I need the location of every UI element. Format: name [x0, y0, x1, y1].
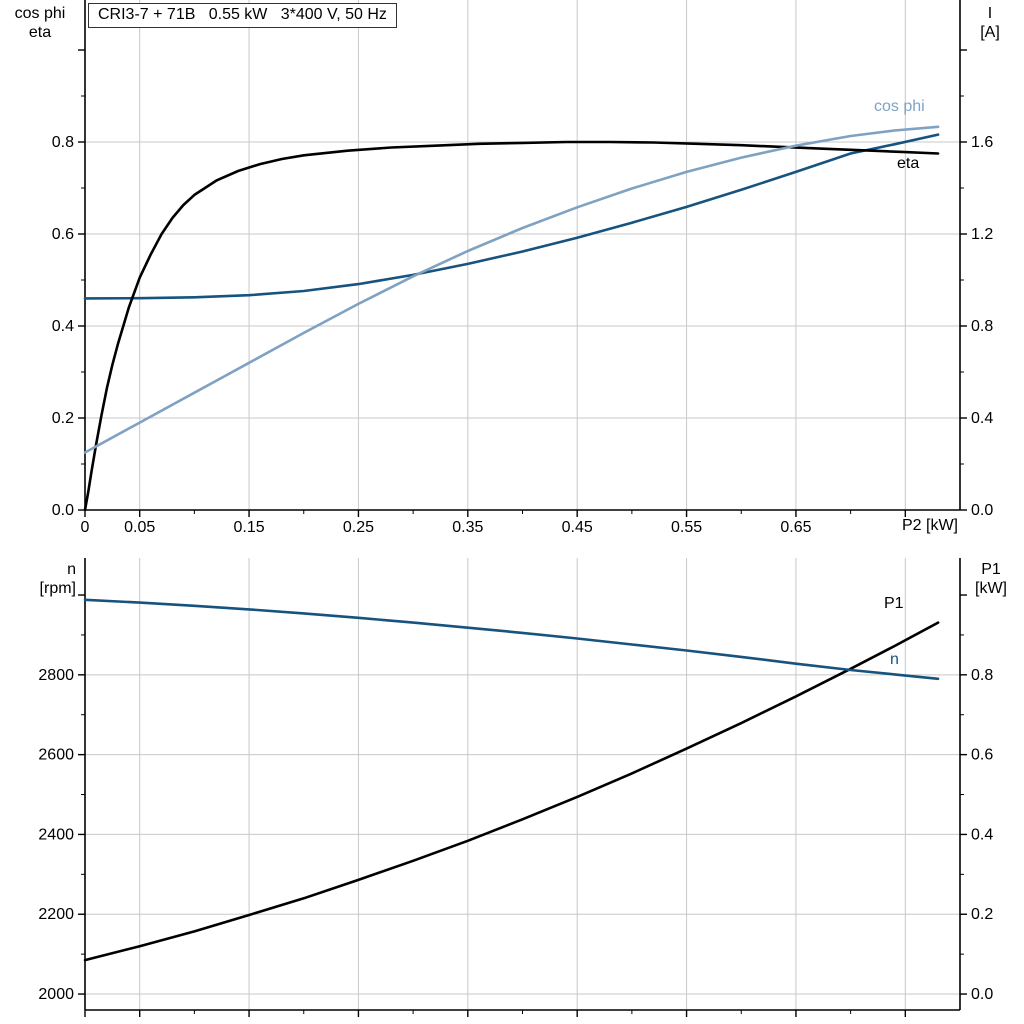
svg-text:0.6: 0.6 — [52, 226, 74, 243]
p1-axis-unit: [kW] — [975, 580, 1007, 597]
cos-phi-axis-label: cos phi — [14, 5, 66, 22]
p1-curve-label: P1 — [884, 595, 904, 612]
curve-current — [83, 133, 940, 300]
speed-axis-labels: n [rpm] — [16, 560, 76, 598]
curve-cos-phi — [83, 125, 940, 454]
svg-text:0.8: 0.8 — [52, 134, 74, 151]
p1-axis-label: P1 — [981, 561, 1001, 578]
svg-text:0.15: 0.15 — [233, 519, 264, 536]
speed-axis-label: n — [67, 561, 76, 578]
svg-text:0.45: 0.45 — [562, 519, 593, 536]
n-curve-label: n — [890, 651, 899, 668]
svg-text:1.6: 1.6 — [971, 134, 993, 151]
x-axis-unit-label: P2 [kW] — [901, 517, 958, 534]
svg-text:0.0: 0.0 — [971, 502, 993, 519]
svg-text:1.2: 1.2 — [971, 226, 993, 243]
svg-text:0.0: 0.0 — [52, 502, 74, 519]
svg-text:0.0: 0.0 — [971, 986, 993, 1003]
top-left-axis-labels: cos phi eta — [0, 4, 80, 42]
curve-p1 — [83, 621, 940, 962]
svg-text:0.2: 0.2 — [971, 906, 993, 923]
eta-curve-label: eta — [897, 155, 920, 172]
cos-phi-curve-label: cos phi — [874, 98, 925, 115]
current-axis-labels: I [A] — [966, 4, 1014, 42]
svg-text:0.25: 0.25 — [343, 519, 374, 536]
chart-title: CRI3-7 + 71B 0.55 kW 3*400 V, 50 Hz — [88, 3, 397, 28]
bottom-chart: 2000 2200 2400 2600 2800 0.0 0.2 0.4 0.6 0.8 — [38, 558, 993, 1017]
svg-text:0.8: 0.8 — [971, 318, 993, 335]
svg-text:0.4: 0.4 — [971, 826, 993, 843]
curve-n — [83, 598, 940, 681]
svg-text:0.65: 0.65 — [780, 519, 811, 536]
svg-text:0.6: 0.6 — [971, 747, 993, 764]
eta-axis-label: eta — [28, 24, 52, 41]
svg-text:2200: 2200 — [38, 906, 74, 923]
svg-text:0.8: 0.8 — [971, 667, 993, 684]
svg-text:0.05: 0.05 — [124, 519, 155, 536]
current-axis-unit: [A] — [980, 24, 1000, 41]
svg-text:0.4: 0.4 — [52, 318, 74, 335]
svg-text:0.4: 0.4 — [971, 410, 993, 427]
top-chart: 0 0.05 0.15 0.25 0.35 0.45 0.55 0.65 0.0 0.2 0.4 0.… — [52, 0, 993, 536]
svg-text:2000: 2000 — [38, 986, 74, 1003]
svg-text:0.35: 0.35 — [452, 519, 483, 536]
curve-eta — [83, 140, 940, 512]
svg-text:2400: 2400 — [38, 826, 74, 843]
svg-text:0.55: 0.55 — [671, 519, 702, 536]
current-axis-label: I — [987, 5, 993, 22]
svg-text:2600: 2600 — [38, 747, 74, 764]
svg-text:2800: 2800 — [38, 667, 74, 684]
svg-text:0: 0 — [81, 519, 90, 536]
p1-axis-labels: P1 [kW] — [964, 560, 1018, 598]
svg-text:0.2: 0.2 — [52, 410, 74, 427]
speed-axis-unit: [rpm] — [39, 580, 76, 597]
